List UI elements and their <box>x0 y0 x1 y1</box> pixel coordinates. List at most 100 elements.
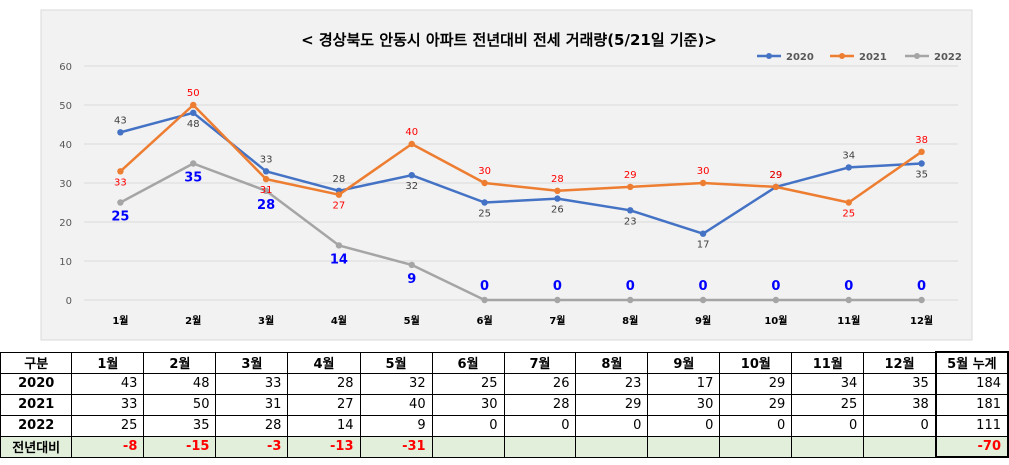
table-cell: 40 <box>359 393 433 416</box>
data-point <box>262 175 270 183</box>
x-tick-label: 7월 <box>549 315 565 327</box>
table-cell: 30 <box>647 393 721 416</box>
table-row-label: 2021 <box>0 393 73 416</box>
table-month-header: 12월 <box>863 351 937 374</box>
table-cell: 50 <box>143 393 217 416</box>
x-tick-label: 11월 <box>837 315 860 327</box>
chart-legend: 2020 2021 2022 <box>757 52 962 63</box>
table-cell: 48 <box>143 372 217 395</box>
y-tick-label: 10 <box>59 257 72 268</box>
table-cell: 0 <box>431 414 505 437</box>
table-cell: -8 <box>71 435 145 458</box>
data-label: 0 <box>480 279 489 294</box>
chart-series <box>117 101 925 304</box>
data-point <box>408 172 415 179</box>
table-total-header: 5월 누계 <box>934 351 1009 374</box>
series-2020 <box>117 109 925 237</box>
data-label: 14 <box>330 252 348 267</box>
data-point <box>335 242 343 249</box>
table-cell: 29 <box>575 393 649 416</box>
table-total-cell: 184 <box>934 372 1009 395</box>
legend-label: 2022 <box>934 52 962 63</box>
data-label: 35 <box>184 171 202 186</box>
data-point <box>845 164 852 171</box>
data-label: 0 <box>844 279 853 294</box>
data-point <box>190 101 197 109</box>
table-row-label: 2022 <box>0 414 73 437</box>
table-total-cell: 111 <box>934 414 1009 437</box>
chart-title: < 경상북도 안동시 아파트 전년대비 전세 거래량(5/21일 기준)> <box>301 31 717 49</box>
data-label: 0 <box>699 279 708 294</box>
data-label: 30 <box>478 166 491 177</box>
table-cell: -31 <box>359 435 433 458</box>
legend-label: 2020 <box>786 52 814 63</box>
table-cell: 25 <box>71 414 145 437</box>
data-label: 28 <box>333 174 346 185</box>
table-cell: 38 <box>863 393 937 416</box>
data-point <box>190 109 197 117</box>
data-point <box>772 296 780 304</box>
table-cell: 28 <box>215 414 289 437</box>
table-row-label: 전년대비 <box>0 435 73 458</box>
y-tick-label: 0 <box>66 296 72 307</box>
data-label: 28 <box>551 174 564 185</box>
series-2022 <box>117 160 925 304</box>
data-label: 0 <box>917 279 926 294</box>
table-month-header: 5월 <box>359 351 433 374</box>
table-month-header: 7월 <box>503 351 577 374</box>
x-tick-label: 3월 <box>258 315 274 327</box>
y-tick-label: 60 <box>59 62 72 73</box>
data-point <box>699 230 707 237</box>
data-label: 30 <box>697 166 710 177</box>
table-cell: 0 <box>647 414 721 437</box>
table-cell: -3 <box>215 435 289 458</box>
data-label: 0 <box>553 279 562 294</box>
x-tick-label: 5월 <box>404 315 420 327</box>
data-label: 29 <box>770 170 783 181</box>
table-cell: 0 <box>791 414 865 437</box>
table-cell: 30 <box>431 393 505 416</box>
x-tick-label: 9월 <box>695 315 711 327</box>
data-label: 23 <box>624 216 637 227</box>
x-tick-label: 6월 <box>476 315 492 327</box>
data-label: 9 <box>407 272 416 287</box>
table-cell <box>791 435 865 458</box>
table-cell: 25 <box>431 372 505 395</box>
data-label: 25 <box>111 210 129 225</box>
legend-marker <box>766 53 772 59</box>
data-label: 31 <box>260 185 273 196</box>
legend-label: 2021 <box>859 52 887 63</box>
data-point <box>481 199 488 206</box>
table-row: 2020 43 48 33 28 32 25 26 23 17 29 34 35 184 <box>0 372 1009 395</box>
data-label: 0 <box>771 279 780 294</box>
data-label: 33 <box>114 177 127 188</box>
data-point <box>627 207 634 214</box>
table-month-header: 10월 <box>719 351 793 374</box>
table-cell: 14 <box>287 414 361 437</box>
data-label: 43 <box>114 115 127 126</box>
data-point <box>918 148 925 155</box>
table-cell <box>647 435 721 458</box>
data-point <box>190 160 197 167</box>
data-label: 29 <box>624 170 637 181</box>
table-month-header: 11월 <box>791 351 865 374</box>
data-labels: 43 48 33 28 32 25 26 23 17 29 34 35 33 50 31 27 40 30 28 29… <box>111 88 928 294</box>
table-cell: 25 <box>791 393 865 416</box>
table-total-cell: 181 <box>934 393 1009 416</box>
table-cell: 27 <box>287 393 361 416</box>
data-point <box>335 191 343 198</box>
data-table: 구분 1월 2월 3월 4월 5월 6월 7월 8월 9월 10월 11월 12월 5월 누계 2020 43… <box>0 351 1009 458</box>
data-point <box>408 261 415 269</box>
table-cell: 43 <box>71 372 145 395</box>
table-month-header: 6월 <box>431 351 505 374</box>
series-2021 <box>117 101 925 206</box>
table-cell: 0 <box>503 414 577 437</box>
series-line-2020 <box>120 111 922 235</box>
data-label: 25 <box>842 209 855 220</box>
table-cell: 0 <box>575 414 649 437</box>
data-point <box>117 129 124 136</box>
data-point <box>117 168 124 175</box>
data-label: 25 <box>478 209 491 220</box>
series-line-2021 <box>119 103 923 204</box>
x-tick-label: 1월 <box>112 315 128 327</box>
